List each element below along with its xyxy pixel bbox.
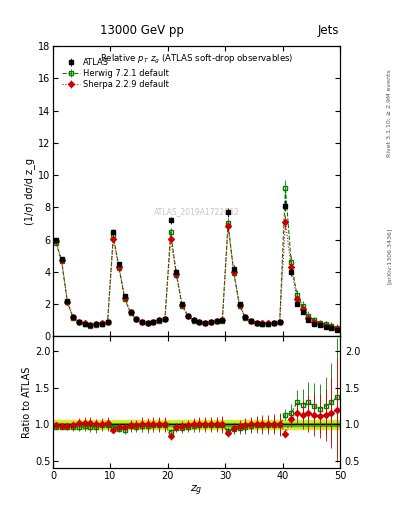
Text: Relative $p_T$ $z_g$ (ATLAS soft-drop observables): Relative $p_T$ $z_g$ (ATLAS soft-drop ob… (100, 53, 293, 67)
Y-axis label: (1/σ) dσ/d z_g: (1/σ) dσ/d z_g (24, 158, 35, 225)
Legend: ATLAS, Herwig 7.2.1 default, Sherpa 2.2.9 default: ATLAS, Herwig 7.2.1 default, Sherpa 2.2.… (60, 56, 171, 91)
X-axis label: $z_g$: $z_g$ (190, 484, 203, 499)
Text: Jets: Jets (318, 24, 339, 37)
Text: [arXiv:1306.3436]: [arXiv:1306.3436] (387, 228, 392, 284)
Y-axis label: Ratio to ATLAS: Ratio to ATLAS (22, 367, 32, 438)
Text: 13000 GeV pp: 13000 GeV pp (99, 24, 184, 37)
Text: Rivet 3.1.10; ≥ 2.9M events: Rivet 3.1.10; ≥ 2.9M events (387, 69, 392, 157)
Text: ATLAS_2019A1722062: ATLAS_2019A1722062 (154, 207, 239, 216)
